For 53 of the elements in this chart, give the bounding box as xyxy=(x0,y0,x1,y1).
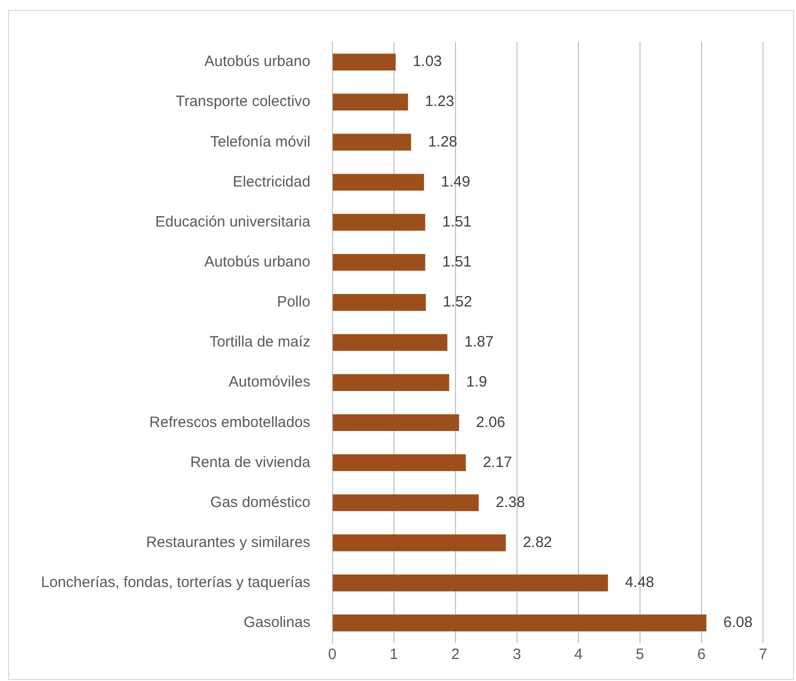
data-label: 1.87 xyxy=(464,334,494,351)
y-tick-label: Automóviles xyxy=(228,374,310,391)
y-tick-label: Gas doméstico xyxy=(210,494,310,511)
bar xyxy=(332,214,426,231)
bar xyxy=(332,454,466,472)
data-label: 1.51 xyxy=(442,254,472,271)
y-tick-label: Renta de vivienda xyxy=(190,454,311,471)
bar xyxy=(332,374,450,391)
x-tick-label: 3 xyxy=(512,646,522,664)
data-label: 1.52 xyxy=(442,294,472,311)
bar xyxy=(332,494,479,512)
data-label: 1.9 xyxy=(466,374,488,391)
y-tick-label: Autobús urbano xyxy=(204,254,310,271)
y-tick-label: Pollo xyxy=(276,294,310,311)
x-tick-label: 2 xyxy=(451,646,460,664)
data-label: 1.51 xyxy=(442,213,472,230)
y-tick-label: Transporte colectivo xyxy=(176,93,310,110)
data-label: 2.38 xyxy=(496,494,525,511)
x-tick-label: 6 xyxy=(697,646,706,664)
x-tick-label: 1 xyxy=(390,646,398,664)
data-label: 2.82 xyxy=(522,534,552,551)
data-label: 2.06 xyxy=(476,414,506,431)
y-tick-label: Gasolinas xyxy=(244,614,310,632)
bar xyxy=(332,54,396,70)
data-label: 6.08 xyxy=(723,614,753,632)
bar xyxy=(332,534,506,552)
bar xyxy=(332,334,448,351)
bar xyxy=(332,614,706,632)
data-label: 1.03 xyxy=(412,53,442,70)
bar xyxy=(332,574,608,592)
bar xyxy=(332,94,408,111)
bar xyxy=(332,134,412,151)
data-label: 1.23 xyxy=(424,93,454,110)
x-tick-label: 7 xyxy=(758,646,768,664)
y-tick-label: Restaurantes y similares xyxy=(146,534,310,551)
y-tick-label: Loncherías, fondas, torterías y taquerías xyxy=(40,574,310,592)
y-tick-label: Telefonía móvil xyxy=(210,133,310,150)
bar xyxy=(332,414,460,432)
data-label: 1.28 xyxy=(428,133,458,150)
bar xyxy=(332,174,424,191)
x-tick-label: 0 xyxy=(328,646,336,664)
data-label: 2.17 xyxy=(482,454,512,471)
data-label: 1.49 xyxy=(440,173,470,190)
y-tick-label: Tortilla de maíz xyxy=(209,334,310,351)
y-tick-label: Autobús urbano xyxy=(204,53,310,70)
x-tick-label: 4 xyxy=(574,646,583,664)
bar xyxy=(332,254,426,271)
y-tick-label: Electricidad xyxy=(232,173,310,190)
y-tick-label: Refrescos embotellados xyxy=(149,414,310,431)
data-label: 4.48 xyxy=(624,574,654,592)
x-tick-label: 5 xyxy=(636,646,644,664)
y-tick-label: Educación universitaria xyxy=(155,213,311,230)
bar xyxy=(332,294,426,311)
